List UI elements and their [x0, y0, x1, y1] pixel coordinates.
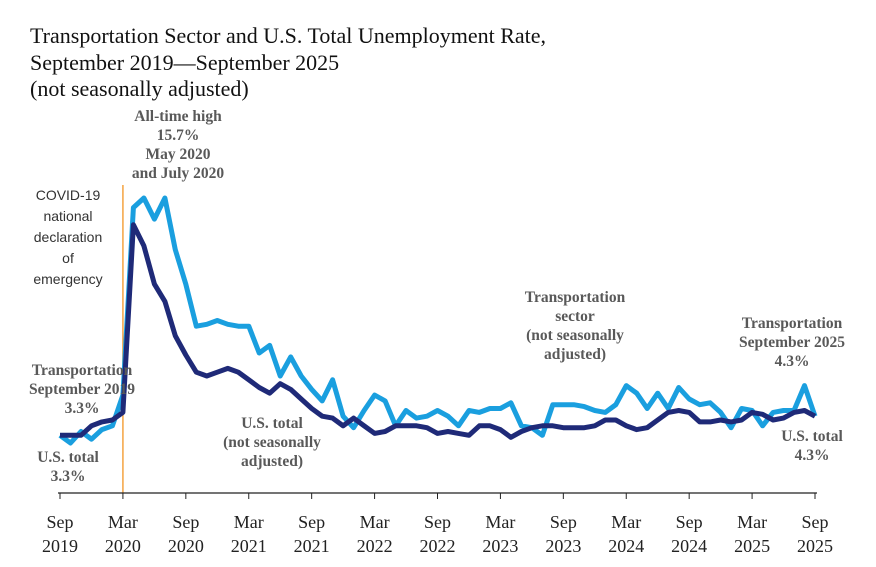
chart-title: Transportation Sector and U.S. Total Une…	[30, 23, 547, 75]
annotation: U.S. total	[781, 428, 843, 445]
annotation: 4.3%	[775, 353, 810, 370]
x-tick-label: Sep 2021	[294, 512, 330, 556]
x-tick-label: Mar 2025	[734, 512, 770, 556]
annotation: COVID-19	[36, 187, 101, 203]
x-tick-label: Mar 2022	[357, 512, 393, 556]
annotation: (not seasonally	[223, 434, 321, 451]
annotation: 4.3%	[795, 447, 830, 464]
annotation: declaration	[34, 229, 103, 245]
x-tick-label: Mar 2023	[482, 512, 518, 556]
chart-subtitle: (not seasonally adjusted)	[30, 76, 249, 101]
annotation: May 2020	[145, 146, 210, 163]
annotation: adjusted)	[241, 453, 303, 470]
series-line	[60, 222, 817, 440]
annotation: U.S. total	[241, 415, 303, 432]
annotation: Transportation	[742, 315, 843, 332]
annotation: Transportation	[525, 289, 626, 306]
x-tick-label: Sep 2024	[671, 512, 707, 556]
x-tick-label: Sep 2020	[168, 512, 204, 556]
annotation: September 2025	[739, 334, 845, 351]
annotation: U.S. total	[37, 449, 99, 466]
x-tick-label: Sep 2023	[545, 512, 581, 556]
annotation: 3.3%	[65, 400, 100, 417]
series-line	[58, 195, 818, 446]
annotation: 15.7%	[157, 127, 200, 144]
annotation: September 2019	[29, 381, 135, 398]
annotation: of	[62, 250, 74, 266]
annotation: Transportation	[32, 362, 133, 379]
annotation: adjusted)	[544, 346, 606, 363]
annotation: 3.3%	[51, 468, 86, 485]
annotation: (not seasonally	[526, 327, 624, 344]
x-tick-label: Sep 2019	[42, 512, 78, 556]
x-tick-label: Mar 2024	[608, 512, 644, 556]
annotation: and July 2020	[132, 165, 224, 182]
x-tick-label: Sep 2025	[797, 512, 833, 556]
annotation: national	[43, 208, 92, 224]
x-tick-label: Mar 2020	[105, 512, 141, 556]
x-tick-label: Sep 2022	[420, 512, 456, 556]
annotation: All-time high	[134, 108, 222, 125]
x-tick-label: Mar 2021	[231, 512, 267, 556]
annotation: sector	[555, 308, 595, 325]
annotation: emergency	[33, 271, 102, 287]
